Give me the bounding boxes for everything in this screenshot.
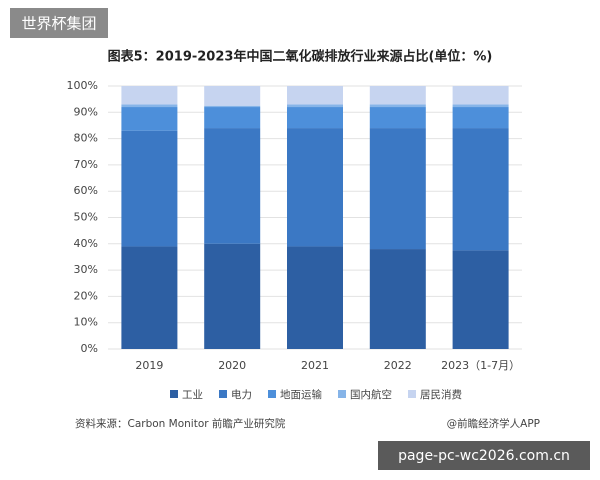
legend-label: 国内航空 xyxy=(350,388,392,401)
bar-segment xyxy=(204,128,261,244)
y-tick-label: 40% xyxy=(74,237,98,250)
bar-segment xyxy=(369,104,426,108)
bar-segment xyxy=(369,128,426,250)
chart-title: 图表5：2019-2023年中国二氧化碳排放行业来源占比(单位：%) xyxy=(108,49,493,65)
x-tick-label: 2020 xyxy=(218,359,246,372)
legend-swatch xyxy=(408,390,416,398)
bar-segment xyxy=(452,128,509,251)
legend-label: 地面运输 xyxy=(280,388,322,401)
bar-segment xyxy=(204,105,261,108)
watermark-box xyxy=(10,8,108,38)
legend-swatch xyxy=(219,390,227,398)
legend-swatch xyxy=(268,390,276,398)
bar-segment xyxy=(287,128,343,247)
bar-segment xyxy=(369,249,426,349)
bar-segment xyxy=(121,130,178,247)
y-tick-label: 90% xyxy=(74,105,98,118)
bar-segment xyxy=(452,107,509,129)
bar-segment xyxy=(121,104,178,108)
bar-segment xyxy=(287,86,343,105)
bar-segment xyxy=(452,104,509,108)
credit: @前瞻经济学人APP xyxy=(447,417,540,430)
bar-segment xyxy=(121,246,178,349)
bar-segment xyxy=(369,86,426,105)
bar-segment xyxy=(204,86,261,106)
bar-segment xyxy=(287,104,343,108)
y-tick-label: 30% xyxy=(74,263,98,276)
y-tick-label: 80% xyxy=(74,132,98,145)
url-box xyxy=(378,441,590,470)
legend-label: 居民消费 xyxy=(420,388,462,401)
y-tick-label: 60% xyxy=(74,184,98,197)
legend-swatch xyxy=(170,390,178,398)
bar-segment xyxy=(121,86,178,105)
y-tick-label: 0% xyxy=(81,342,98,355)
legend-label: 电力 xyxy=(231,388,252,401)
x-tick-label: 2019 xyxy=(135,359,163,372)
x-tick-label: 2022 xyxy=(384,359,412,372)
legend-swatch xyxy=(338,390,346,398)
watermark: 世界杯集团 xyxy=(21,15,96,33)
y-tick-label: 20% xyxy=(74,289,98,302)
y-tick-label: 100% xyxy=(67,79,98,92)
y-tick-label: 50% xyxy=(74,211,98,224)
x-tick-label: 2023（1-7月） xyxy=(441,359,520,372)
bar-segment xyxy=(121,107,178,131)
bar-segment xyxy=(204,107,261,129)
x-tick-label: 2021 xyxy=(301,359,329,372)
bar-segment xyxy=(452,250,509,349)
y-tick-label: 70% xyxy=(74,158,98,171)
legend-label: 工业 xyxy=(182,389,203,401)
bar-segment xyxy=(452,86,509,105)
bar-segment xyxy=(287,246,343,349)
url: page-pc-wc2026.com.cn xyxy=(398,448,570,464)
y-tick-label: 10% xyxy=(74,316,98,329)
bar-segment xyxy=(204,243,261,349)
bar-segment xyxy=(369,107,426,129)
source: 资料来源：Carbon Monitor 前瞻产业研究院 xyxy=(75,417,286,430)
bar-segment xyxy=(287,107,343,129)
